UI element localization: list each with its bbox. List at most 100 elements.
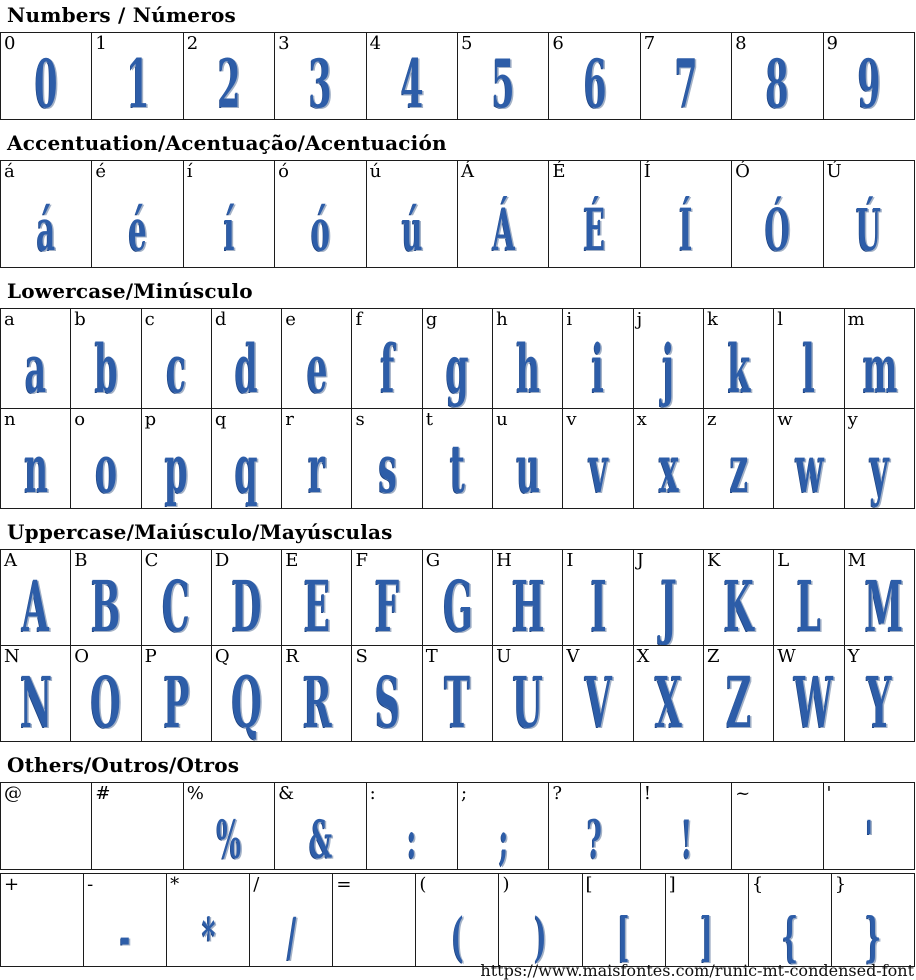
section-others: Others/Outros/Otros @ #%% & &::;;??!! ~ ' ' + - - *…: [0, 753, 916, 967]
glyph-label: =: [336, 874, 352, 895]
glyph-sample: ú: [367, 201, 456, 259]
glyph-cell: {{: [747, 873, 832, 967]
glyph-sample-text: /: [286, 906, 297, 967]
glyph-sample-text: }: [864, 906, 882, 967]
glyph-label: p: [144, 409, 157, 430]
glyph-sample-text: s: [377, 429, 397, 508]
glyph-table: @ #%% & &::;;??!! ~ ' ': [0, 782, 916, 870]
glyph-label: I: [566, 550, 574, 571]
glyph-label: O: [74, 646, 90, 667]
glyph-sample-text: 3: [308, 44, 332, 120]
glyph-label: M: [847, 550, 866, 571]
glyph-sample-text: U: [512, 660, 543, 742]
glyph-sample-text: H: [511, 564, 545, 646]
glyph-sample: Q: [212, 667, 280, 736]
glyph-sample-text: [: [617, 906, 630, 967]
glyph-sample: 4: [367, 51, 456, 117]
glyph-sample-text: d: [234, 329, 259, 408]
glyph-sample: j: [634, 336, 702, 402]
glyph-label: W: [777, 646, 796, 667]
glyph-label: +: [4, 874, 20, 895]
glyph-sample-text: {: [781, 906, 799, 967]
glyph-row: + - - * * / / =(())[[]]{{}}: [0, 873, 916, 967]
glyph-sample-text: á: [36, 195, 56, 264]
glyph-table: + - - * * / / =(())[[]]{{}}: [0, 873, 916, 967]
glyph-label: Z: [706, 646, 720, 667]
glyph-label: }: [834, 874, 847, 895]
glyph-cell: ??: [548, 782, 641, 870]
glyph-sample-text: O: [90, 660, 122, 742]
glyph-label: v: [566, 409, 577, 430]
glyph-sample: A: [2, 564, 70, 646]
glyph-sample-text: ): [534, 906, 547, 967]
glyph-sample: 8: [733, 51, 822, 117]
glyph-label: {: [751, 874, 764, 895]
glyph-label: 3: [278, 33, 290, 54]
glyph-label: E: [285, 550, 299, 571]
glyph-cell: --: [83, 873, 168, 967]
glyph-sample: k: [704, 336, 772, 402]
glyph-label: Y: [847, 646, 860, 667]
glyph-sample-text: r: [308, 429, 326, 508]
glyph-label: i: [566, 309, 573, 330]
glyph-label: Ó: [735, 161, 750, 182]
glyph-sample: c: [142, 336, 210, 402]
glyph-sample-text: 6: [583, 44, 607, 120]
glyph-cell: [[: [581, 873, 666, 967]
glyph-cell: !!: [639, 782, 733, 870]
glyph-cell: & &: [274, 782, 367, 870]
glyph-label: T: [425, 646, 438, 667]
glyph-cell: * *: [166, 873, 251, 967]
glyph-cell: %%: [182, 782, 276, 870]
glyph-sample: D: [212, 571, 280, 640]
glyph-cell: )): [498, 873, 583, 967]
glyph-label: j: [636, 309, 643, 330]
glyph-label: 9: [826, 33, 838, 54]
glyph-sample-text: v: [588, 429, 608, 508]
glyph-sample-text: o: [94, 429, 117, 508]
glyph-sample-text: A: [22, 564, 50, 646]
glyph-sample: b: [72, 336, 140, 402]
glyph-sample: ': [824, 809, 913, 870]
glyph-label: l: [777, 309, 784, 330]
glyph-sample: 2: [184, 51, 273, 117]
glyph-sample-text: R: [302, 660, 332, 742]
glyph-sample-text: i: [591, 329, 605, 408]
glyph-sample: É: [550, 201, 639, 259]
glyph-label: y: [847, 409, 858, 430]
glyph-sample: L: [775, 571, 843, 640]
glyph-sample: s: [353, 429, 421, 508]
glyph-sample-text: x: [658, 429, 679, 508]
glyph-sample: R: [283, 660, 351, 742]
glyph-sample: r: [283, 429, 351, 508]
glyph-sample: U: [494, 660, 562, 742]
glyph-sample-text: ': [864, 809, 873, 870]
glyph-sample: y: [845, 436, 913, 502]
glyph-sample-text: %: [216, 809, 242, 870]
glyph-sample: B: [72, 571, 140, 640]
glyph-sample: H: [494, 564, 562, 646]
glyph-sample-text: E: [303, 564, 331, 646]
glyph-sample: ]: [666, 911, 747, 963]
